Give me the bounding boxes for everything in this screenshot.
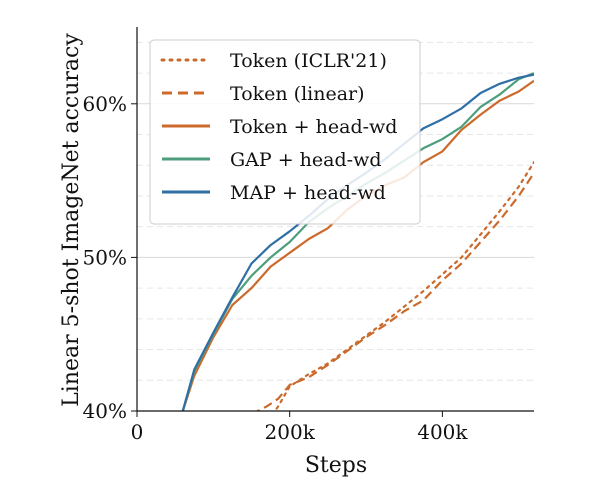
legend-label: Token (ICLR'21) bbox=[230, 50, 387, 72]
series-line-2 bbox=[255, 172, 534, 411]
tick-labels: 40% 50% 60% 0 200k 400k bbox=[83, 92, 469, 444]
legend-entries: Token (ICLR'21) Token (linear) Token + hea… bbox=[160, 50, 397, 204]
legend-box bbox=[149, 39, 421, 225]
legend-label: Token (linear) bbox=[230, 83, 365, 105]
y-tick-label: 40% bbox=[83, 399, 127, 423]
series-line-1 bbox=[273, 161, 534, 411]
x-tick-label: 200k bbox=[265, 420, 316, 444]
axes bbox=[136, 27, 534, 412]
x-axis-title: Steps bbox=[305, 453, 367, 478]
y-tick-label: 60% bbox=[83, 92, 127, 116]
legend-label: MAP + head-wd bbox=[230, 182, 386, 204]
legend-label: GAP + head-wd bbox=[230, 149, 382, 171]
x-tick-label: 400k bbox=[417, 420, 468, 444]
legend-label: Token + head-wd bbox=[230, 116, 397, 138]
y-axis-title: Linear 5-shot ImageNet accuracy bbox=[59, 33, 84, 407]
legend: Token (ICLR'21) Token (linear) Token + hea… bbox=[149, 39, 421, 225]
x-tick-label: 0 bbox=[131, 420, 144, 444]
y-tick-label: 50% bbox=[83, 245, 127, 269]
